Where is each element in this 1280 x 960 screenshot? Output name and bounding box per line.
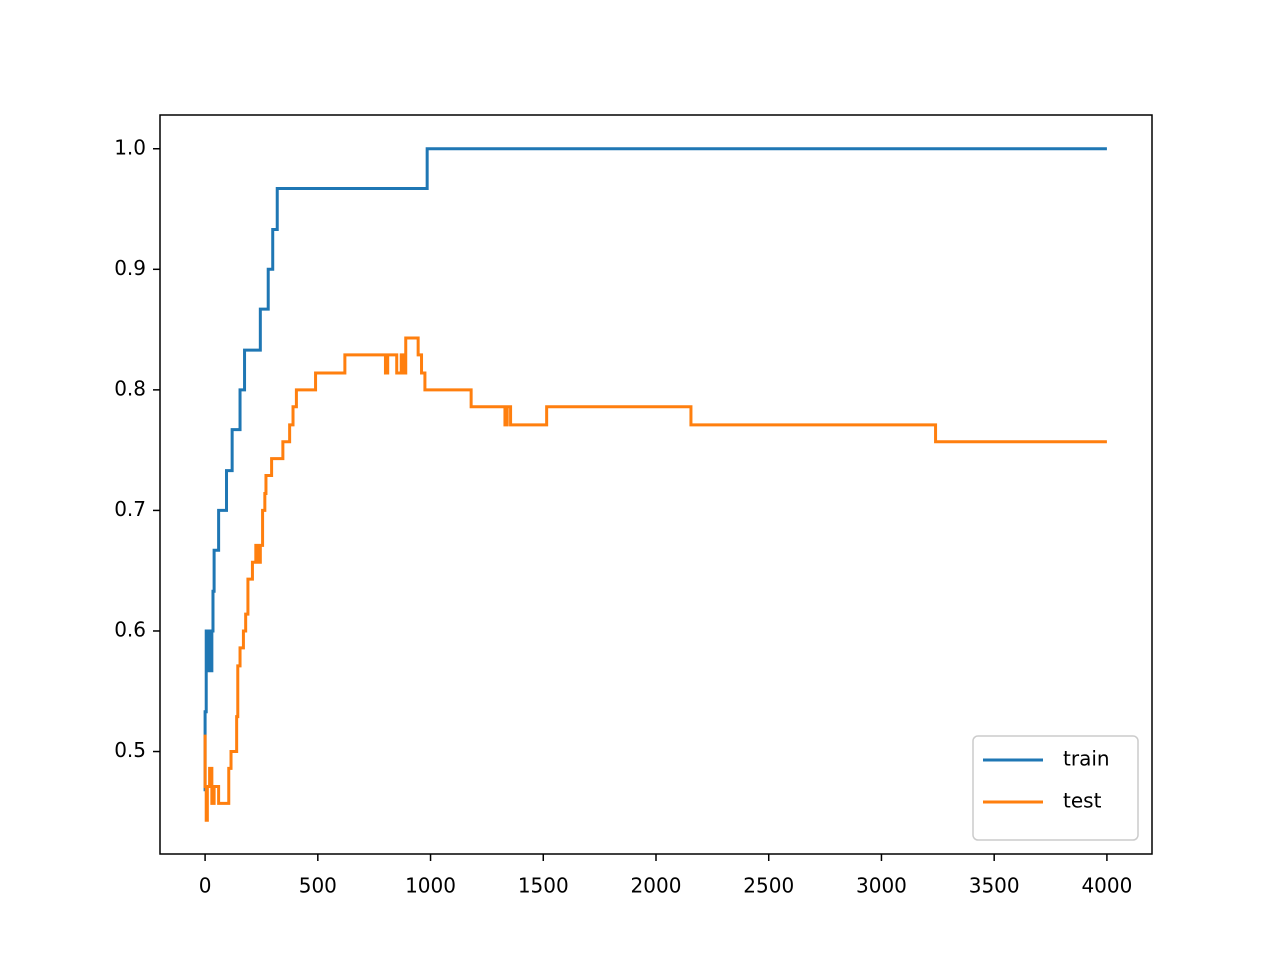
x-tick-label: 1500 [518, 874, 569, 898]
x-tick-label: 1000 [405, 874, 456, 898]
x-tick-label: 3500 [969, 874, 1020, 898]
y-tick-label: 1.0 [114, 135, 146, 159]
plot-frame [159, 114, 1153, 855]
y-tick-label: 0.5 [114, 738, 146, 762]
x-tick-label: 2000 [631, 874, 682, 898]
series-line [203, 336, 1107, 822]
y-tick-label: 0.8 [114, 376, 146, 400]
series-line [203, 147, 1107, 792]
y-tick-label: 0.6 [114, 617, 146, 641]
x-tick-label: 2500 [743, 874, 794, 898]
legend-label: train [1063, 747, 1110, 771]
x-tick-label: 4000 [1081, 874, 1132, 898]
x-tick-label: 0 [199, 874, 212, 898]
legend-box [972, 735, 1139, 841]
y-tick-label: 0.9 [114, 256, 146, 280]
x-tick-label: 500 [299, 874, 337, 898]
legend-label: test [1063, 789, 1102, 813]
y-tick-label: 0.7 [114, 497, 146, 521]
x-tick-label: 3000 [856, 874, 907, 898]
